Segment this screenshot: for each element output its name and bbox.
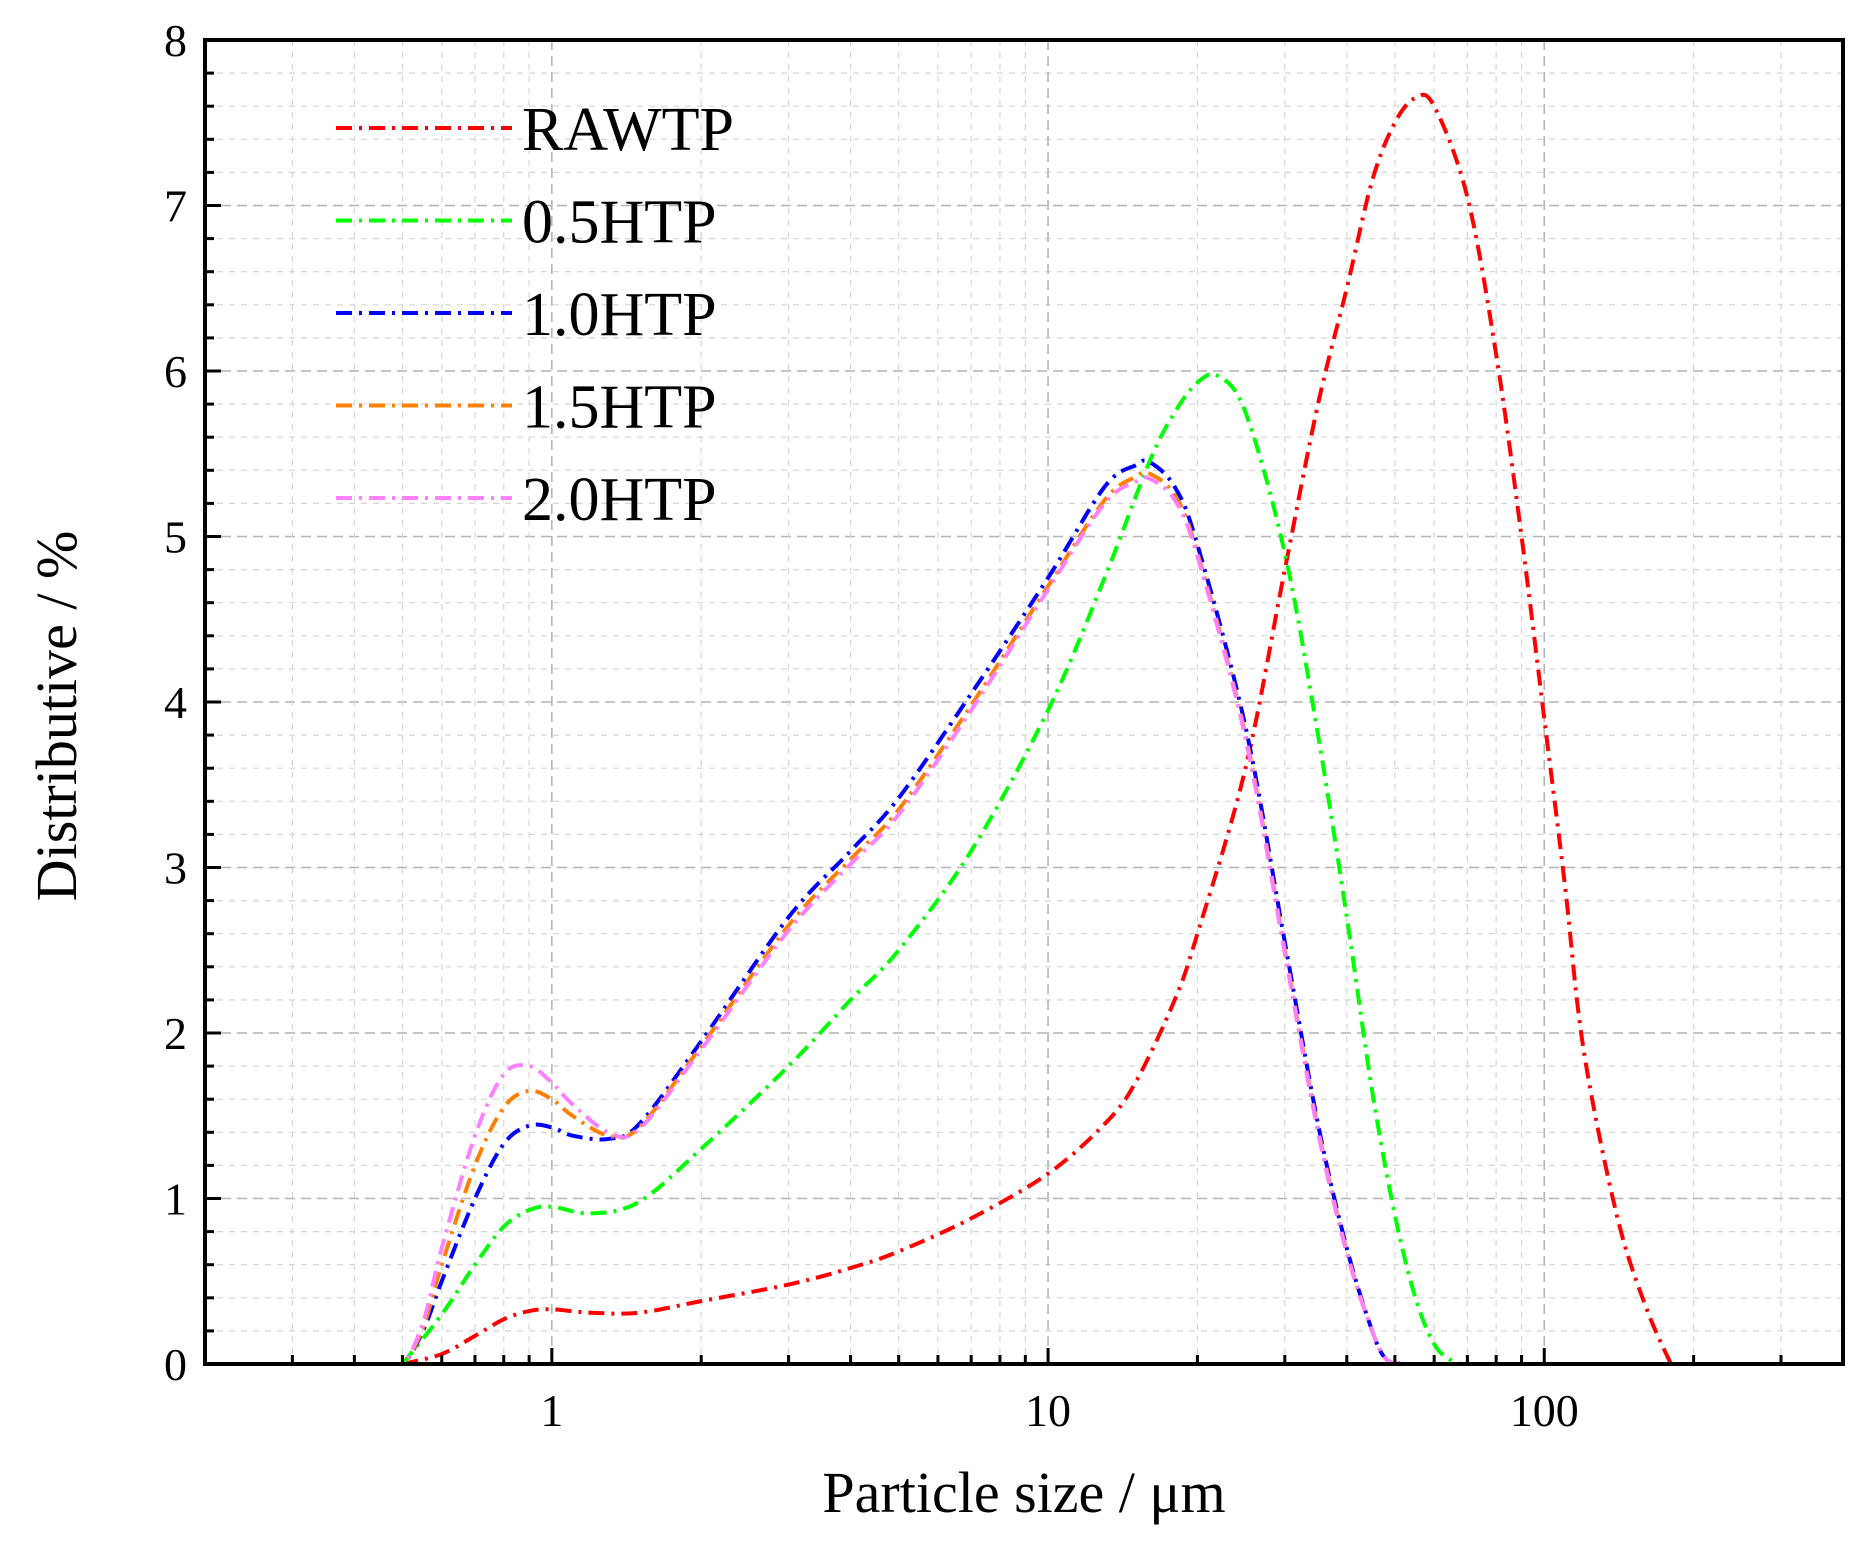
- legend: RAWTP 0.5HTP 1.0HTP 1.5HTP 2.0HTP: [336, 96, 734, 534]
- y-tick-label: 4: [164, 677, 187, 728]
- legend-label-1-5htp: 1.5HTP: [522, 374, 717, 442]
- axis-ticks: [205, 38, 1783, 1366]
- legend-label-2-0htp: 2.0HTP: [522, 466, 717, 534]
- series-lines: [354, 92, 1673, 1366]
- y-tick-label: 3: [164, 843, 187, 894]
- legend-label-1-0htp: 1.0HTP: [522, 281, 717, 349]
- y-axis-label: Distributive / %: [24, 531, 89, 902]
- y-tick-label: 2: [164, 1008, 187, 1059]
- x-tick-label: 100: [1510, 1385, 1579, 1436]
- legend-label-rawtp: RAWTP: [522, 96, 734, 164]
- y-tick-label: 7: [164, 181, 187, 232]
- y-tick-label: 1: [164, 1174, 187, 1225]
- series-line-0-5htp: [400, 372, 1462, 1366]
- y-tick-label: 8: [164, 15, 187, 66]
- series-line-2-0htp: [354, 475, 1435, 1366]
- y-tick-label: 0: [164, 1339, 187, 1390]
- legend-label-0-5htp: 0.5HTP: [522, 189, 717, 257]
- x-tick-label: 1: [540, 1385, 563, 1436]
- y-tick-label: 5: [164, 512, 187, 563]
- tick-labels: 0 1 2 3 4 5 6 7 8 1 10 100: [164, 15, 1579, 1436]
- grid: [205, 40, 1843, 1364]
- x-axis-label: Particle size / μm: [822, 1460, 1225, 1525]
- x-tick-label: 10: [1025, 1385, 1071, 1436]
- y-tick-label: 6: [164, 346, 187, 397]
- series-line-rawtp: [401, 92, 1673, 1366]
